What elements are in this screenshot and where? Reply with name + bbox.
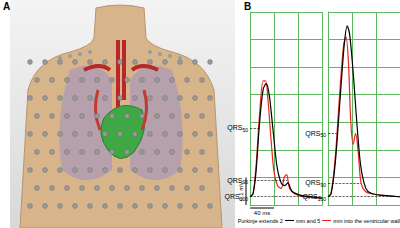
svg-text:50: 50 <box>242 127 248 133</box>
svg-text:100: 100 <box>240 196 249 202</box>
svg-text:QRS: QRS <box>305 130 321 138</box>
svg-text:40 ms: 40 ms <box>254 210 270 216</box>
svg-text:90: 90 <box>242 179 248 185</box>
svg-text:100: 100 <box>318 196 327 202</box>
html-text:B: B <box>244 1 252 12</box>
svg-text:QRS: QRS <box>224 193 240 201</box>
svg-text:90: 90 <box>320 182 326 188</box>
svg-text:50: 50 <box>320 132 326 138</box>
svg-text:QRS: QRS <box>305 179 321 187</box>
html-text:A: A <box>3 1 11 12</box>
svg-text:QRS: QRS <box>227 124 243 132</box>
svg-text:QRS: QRS <box>302 193 318 201</box>
html-text:mm and 5: mm and 5 <box>295 217 321 224</box>
html-text:Purkinje extends 2: Purkinje extends 2 <box>237 217 283 224</box>
html-text:mm into the ventricular wall: mm into the ventricular wall <box>333 217 400 224</box>
svg-text:QRS: QRS <box>227 177 243 185</box>
